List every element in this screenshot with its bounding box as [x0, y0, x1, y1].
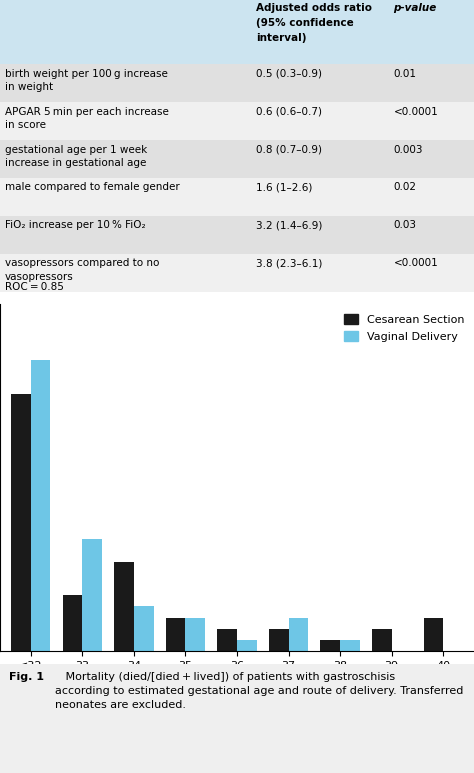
- Text: 0.6 (0.6–0.7): 0.6 (0.6–0.7): [256, 107, 322, 117]
- FancyBboxPatch shape: [0, 216, 474, 254]
- Text: 0.5 (0.3–0.9): 0.5 (0.3–0.9): [256, 69, 322, 79]
- Text: 0.003: 0.003: [393, 145, 423, 155]
- Text: vasopressors compared to no
vasopressors: vasopressors compared to no vasopressors: [5, 258, 159, 281]
- FancyBboxPatch shape: [0, 64, 474, 102]
- X-axis label: Estimated Gestational Age: Estimated Gestational Age: [154, 676, 320, 690]
- Text: birth weight per 100 g increase
in weight: birth weight per 100 g increase in weigh…: [5, 69, 168, 92]
- Bar: [289, 618, 308, 651]
- Text: 0.02: 0.02: [393, 182, 417, 192]
- Text: ROC = 0.85: ROC = 0.85: [5, 282, 64, 292]
- Bar: [423, 618, 443, 651]
- Bar: [31, 360, 51, 651]
- Text: 0.01: 0.01: [393, 69, 417, 79]
- Text: gestational age per 1 week
increase in gestational age: gestational age per 1 week increase in g…: [5, 145, 147, 168]
- Text: FiO₂ increase per 10 % FiO₂: FiO₂ increase per 10 % FiO₂: [5, 220, 146, 230]
- Text: <0.0001: <0.0001: [393, 258, 438, 268]
- FancyBboxPatch shape: [0, 102, 474, 140]
- Bar: [63, 595, 82, 651]
- Bar: [340, 640, 360, 651]
- Text: Fig. 1: Fig. 1: [9, 673, 45, 683]
- Text: 0.03: 0.03: [393, 220, 417, 230]
- FancyBboxPatch shape: [0, 178, 474, 216]
- Text: 1.6 (1–2.6): 1.6 (1–2.6): [256, 182, 312, 192]
- Bar: [185, 618, 205, 651]
- Bar: [134, 606, 154, 651]
- Legend: Cesarean Section, Vaginal Delivery: Cesarean Section, Vaginal Delivery: [340, 310, 468, 346]
- Text: <0.0001: <0.0001: [393, 107, 438, 117]
- Text: male compared to female gender: male compared to female gender: [5, 182, 180, 192]
- FancyBboxPatch shape: [0, 0, 474, 64]
- Bar: [320, 640, 340, 651]
- Bar: [218, 628, 237, 651]
- FancyBboxPatch shape: [0, 140, 474, 178]
- Bar: [114, 562, 134, 651]
- Text: 0.8 (0.7–0.9): 0.8 (0.7–0.9): [256, 145, 322, 155]
- Bar: [237, 640, 256, 651]
- Text: 3.8 (2.3–6.1): 3.8 (2.3–6.1): [256, 258, 322, 268]
- Bar: [11, 394, 31, 651]
- Text: APGAR 5 min per each increase
in score: APGAR 5 min per each increase in score: [5, 107, 169, 130]
- Text: 3.2 (1.4–6.9): 3.2 (1.4–6.9): [256, 220, 322, 230]
- Bar: [372, 628, 392, 651]
- FancyBboxPatch shape: [0, 254, 474, 292]
- Bar: [82, 540, 102, 651]
- Text: p-value: p-value: [393, 3, 437, 13]
- Text: Adjusted odds ratio
(95% confidence
interval): Adjusted odds ratio (95% confidence inte…: [256, 3, 372, 43]
- Bar: [269, 628, 289, 651]
- FancyBboxPatch shape: [0, 663, 474, 773]
- Text: Mortality (died/[died + lived]) of patients with gastroschisis
according to esti: Mortality (died/[died + lived]) of patie…: [55, 673, 463, 710]
- Bar: [166, 618, 185, 651]
